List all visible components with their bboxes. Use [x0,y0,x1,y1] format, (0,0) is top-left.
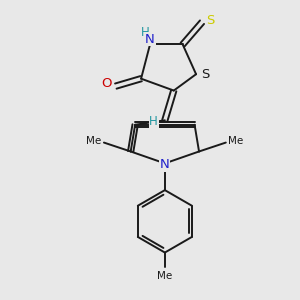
Text: N: N [145,33,155,46]
Text: S: S [201,68,210,81]
Text: Me: Me [228,136,243,146]
Text: H: H [149,115,158,128]
Text: Me: Me [86,136,102,146]
Text: O: O [102,76,112,90]
Text: Me: Me [157,271,172,281]
Text: N: N [160,158,170,171]
Text: S: S [206,14,214,27]
Text: H: H [141,26,150,38]
